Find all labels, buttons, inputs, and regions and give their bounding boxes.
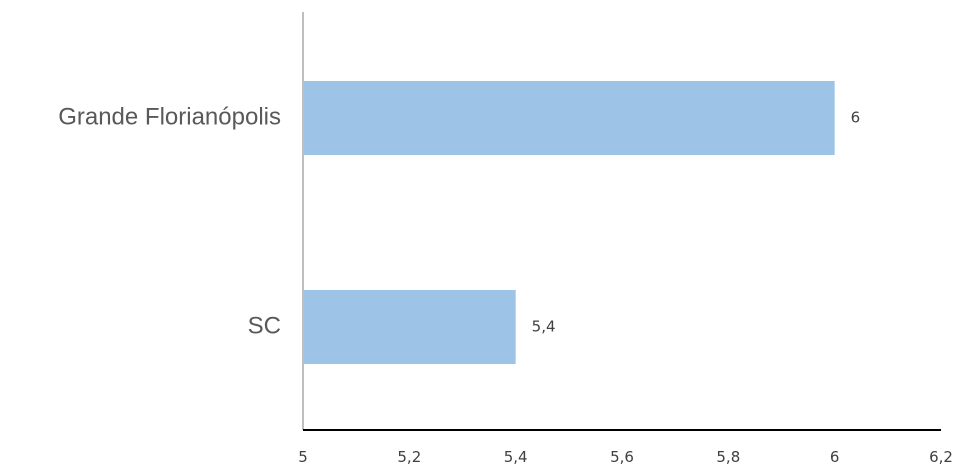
data-label: 6 [851,109,861,127]
category-label: Grande Florianópolis [58,103,281,130]
category-labels: Grande Florianópolis SC [58,103,281,339]
data-labels: 65,4 [532,109,861,336]
x-tick-label: 5,8 [716,448,740,466]
bar-1 [304,290,516,364]
x-tick-label: 5,2 [397,448,421,466]
x-tick-label: 5,4 [504,448,528,466]
data-label: 5,4 [532,318,556,336]
category-label: SC [248,312,281,339]
bar-0 [304,81,835,155]
x-tick-label: 6,2 [929,448,953,466]
x-tick-label: 6 [830,448,840,466]
x-tick-label: 5,6 [610,448,634,466]
x-tick-label: 5 [298,448,308,466]
x-tick-labels: 5 5,2 5,4 5,6 5,8 6 6,2 [298,448,953,466]
bars-group [304,81,835,364]
